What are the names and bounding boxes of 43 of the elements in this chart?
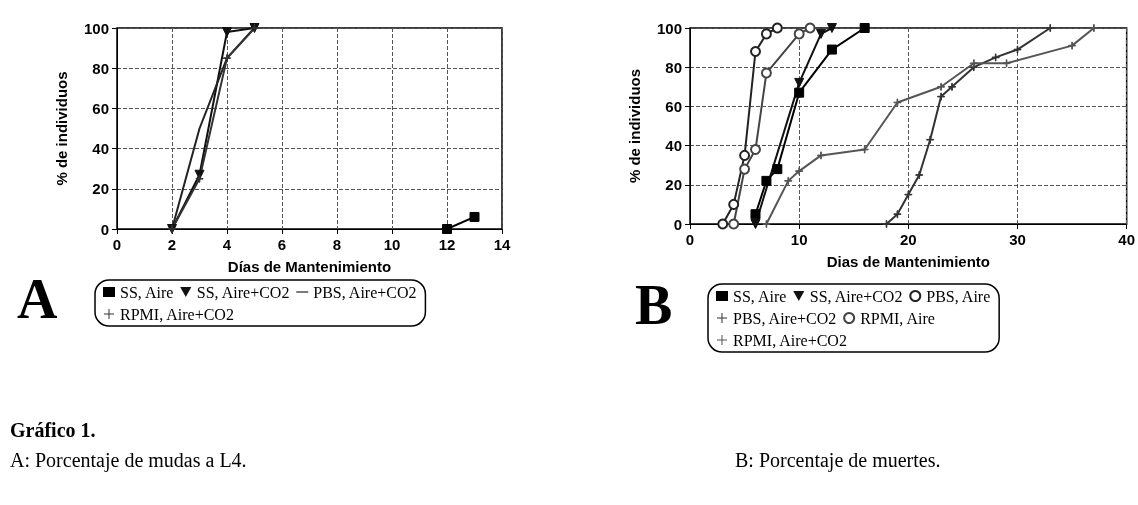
- text: A: [17, 268, 58, 330]
- text: A: Porcentaje de mudas a L4.: [10, 449, 247, 472]
- legend-label: PBS, Aire+CO2: [733, 309, 837, 327]
- legend-label: SS, Aire+CO2: [196, 283, 290, 301]
- text: Gráfico 1.: [10, 419, 96, 441]
- x-tick-label: 30: [1009, 231, 1026, 248]
- x-tick-label: 20: [899, 231, 917, 248]
- y-axis-title: % de individuos: [53, 71, 70, 186]
- x-tick-label: 0: [112, 236, 122, 253]
- x-tick-label: 6: [277, 236, 287, 253]
- x-axis-title: Dias de Mantenimiento: [826, 253, 991, 270]
- x-tick-label: 8: [332, 236, 342, 253]
- y-tick-label: 20: [665, 176, 682, 194]
- y-tick-label: 0: [673, 215, 682, 233]
- legend-label: SS, Aire: [733, 287, 787, 305]
- legend-label: SS, Aire: [120, 283, 174, 301]
- x-tick-label: 10: [790, 231, 808, 248]
- y-tick-label: 60: [92, 99, 109, 117]
- x-tick-label: 0: [685, 231, 695, 248]
- legend-label: PBS, Aire: [926, 287, 991, 305]
- x-tick-label: 2: [167, 236, 177, 253]
- y-tick-label: 20: [92, 180, 109, 198]
- text: B: [635, 274, 673, 336]
- y-tick-label: 80: [665, 58, 682, 76]
- legend-label: RPMI, Aire+CO2: [120, 305, 234, 323]
- x-tick-label: 10: [383, 236, 401, 253]
- x-tick-label: 40: [1118, 231, 1135, 248]
- x-tick-label: 14: [493, 236, 511, 253]
- x-tick-label: 4: [222, 236, 232, 253]
- x-axis-title: Días de Mantenimiento: [227, 258, 392, 275]
- legend-label: SS, Aire+CO2: [809, 287, 903, 305]
- legend-label: RPMI, Aire: [860, 309, 935, 327]
- y-axis-title: % de individuos: [626, 68, 643, 184]
- y-tick-label: 100: [83, 19, 109, 37]
- x-tick-label: 12: [438, 236, 456, 253]
- y-tick-label: 40: [665, 137, 682, 155]
- legend-label: PBS, Aire+CO2: [313, 283, 417, 301]
- y-tick-label: 40: [92, 140, 109, 158]
- y-tick-label: 60: [665, 97, 682, 115]
- legend-label: RPMI, Aire+CO2: [733, 331, 847, 349]
- y-tick-label: 100: [656, 19, 682, 37]
- y-tick-label: 80: [92, 59, 109, 77]
- text: B: Porcentaje de muertes.: [735, 449, 941, 472]
